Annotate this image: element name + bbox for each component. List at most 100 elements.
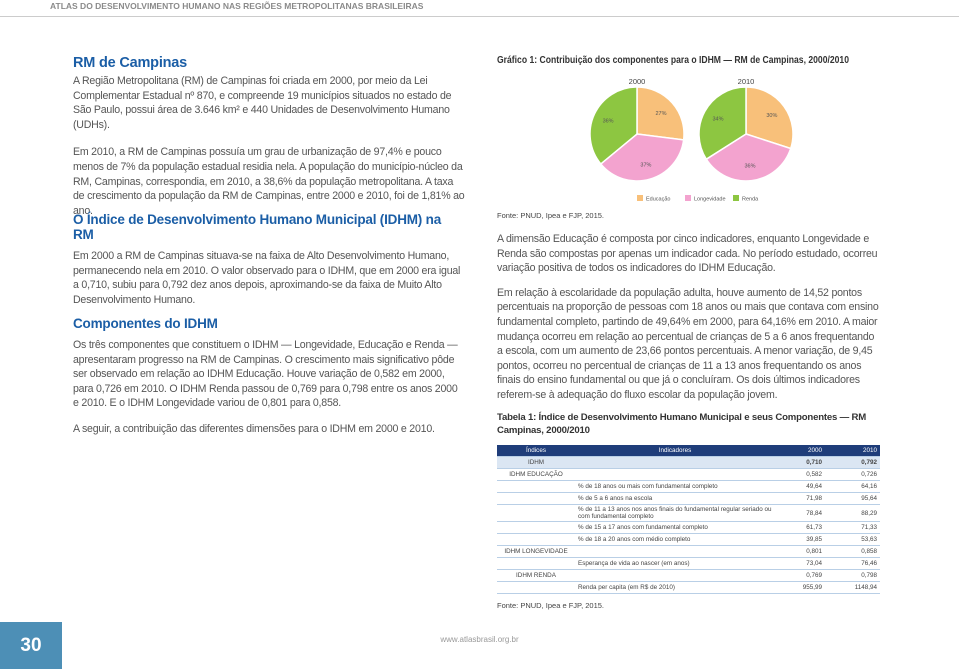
heading: O Índice de Desenvolvimento Humano Munic… <box>73 212 441 242</box>
table-cell: % de 11 a 13 anos nos anos finais do fun… <box>575 504 775 522</box>
table-cell: 49,64 <box>775 480 825 493</box>
right-text: A dimensão Educação é composta por cinco… <box>497 232 882 403</box>
paragraph: Os três componentes que constituem o IDH… <box>73 339 458 410</box>
slice-label: 34% <box>712 117 723 123</box>
footer-url: www.atlasbrasil.org.br <box>440 635 519 644</box>
table-cell <box>497 504 575 522</box>
column-header: Indicadores <box>575 445 775 457</box>
table-cell: 71,33 <box>825 521 880 534</box>
legend-swatch <box>637 195 643 201</box>
table-header: Índices Indicadores 2000 2010 <box>497 445 880 457</box>
table-row: IDHM RENDA 0,769 0,798 <box>497 569 880 582</box>
table-cell: 64,16 <box>825 480 880 493</box>
table-cell <box>497 492 575 505</box>
table-cell: IDHM LONGEVIDADE <box>497 545 575 558</box>
paragraph: A dimensão Educação é composta por cinco… <box>497 233 878 275</box>
table-cell: 76,46 <box>825 557 880 570</box>
chart: Gráfico 1: Contribuição dos componentes … <box>497 55 849 203</box>
table-cell <box>575 569 775 582</box>
table-row: % de 15 a 17 anos com fundamental comple… <box>497 521 880 534</box>
table-row: IDHM EDUCAÇÃO 0,582 0,726 <box>497 468 880 481</box>
paragraph: A Região Metropolitana (RM) de Campinas … <box>73 75 452 131</box>
table: Índices Indicadores 2000 2010 IDHM 0,710 0,79… <box>497 445 880 594</box>
table-cell: 39,85 <box>775 533 825 546</box>
table-cell: % de 18 a 20 anos com médio completo <box>575 533 775 546</box>
pie-label: 2010 <box>738 77 755 86</box>
table-row: % de 18 anos ou mais com fundamental com… <box>497 480 880 493</box>
table-cell: IDHM EDUCAÇÃO <box>497 468 575 481</box>
table-cell <box>497 521 575 534</box>
paragraph: Em 2000 a RM de Campinas situava-se na f… <box>73 250 461 306</box>
slice-label: 36% <box>744 164 755 170</box>
pie-slice <box>698 86 747 161</box>
table-row: Renda per capita (em R$ de 2010) 955,99 11… <box>497 581 880 594</box>
legend-label: Renda <box>742 197 759 203</box>
table-source: Fonte: PNUD, Ipea e FJP, 2015. <box>497 601 605 610</box>
header-rule <box>0 16 959 17</box>
table-cell: 0,710 <box>775 456 825 469</box>
table-cell <box>575 456 775 469</box>
table-cell: % de 18 anos ou mais com fundamental com… <box>575 480 775 493</box>
table-cell <box>575 468 775 481</box>
table-cell: Renda per capita (em R$ de 2010) <box>575 581 775 594</box>
table-cell: 1148,94 <box>825 581 880 594</box>
table-body: IDHM 0,710 0,792 IDHM EDUCAÇÃO 0,582 0,726 % d… <box>497 456 880 594</box>
table-cell: % de 5 a 6 anos na escola <box>575 492 775 505</box>
table-cell: IDHM <box>497 456 575 469</box>
paragraph: A seguir, a contribuição das diferentes … <box>73 422 435 435</box>
table-row: % de 5 a 6 anos na escola 71,98 95,64 <box>497 492 880 505</box>
legend-swatch <box>733 195 739 201</box>
page-number: 30 <box>0 622 62 669</box>
pie-label: 2000 <box>629 77 646 86</box>
slice-label: 30% <box>766 113 777 119</box>
heading: RM de Campinas <box>73 55 188 71</box>
table-cell: 71,98 <box>775 492 825 505</box>
table-cell: 78,84 <box>775 504 825 522</box>
section-1: RM de Campinas A Região Metropolitana (R… <box>73 55 465 218</box>
slice-label: 27% <box>655 111 666 117</box>
table-cell: % de 15 a 17 anos com fundamental comple… <box>575 521 775 534</box>
table-title: Tabela 1: Índice de Desenvolvimento Huma… <box>497 412 866 436</box>
table-cell <box>497 480 575 493</box>
legend-swatch <box>685 195 691 201</box>
table-cell: 61,73 <box>775 521 825 534</box>
section-3: Componentes do IDHM Os três componentes … <box>73 316 465 437</box>
legend-label: Longevidade <box>694 197 726 203</box>
table-cell: 0,858 <box>825 545 880 558</box>
chart-title: Gráfico 1: Contribuição dos componentes … <box>497 55 849 66</box>
heading: Componentes do IDHM <box>73 316 218 331</box>
legend-label: Educação <box>646 197 670 203</box>
table-cell <box>575 545 775 558</box>
table-cell: 0,769 <box>775 569 825 582</box>
table-cell <box>497 557 575 570</box>
pie-slice <box>745 86 794 150</box>
table-cell: 0,792 <box>825 456 880 469</box>
table-cell: 73,04 <box>775 557 825 570</box>
table-cell: IDHM RENDA <box>497 569 575 582</box>
header-title: ATLAS DO DESENVOLVIMENTO HUMANO NAS REGI… <box>50 1 424 11</box>
chart-source: Fonte: PNUD, Ipea e FJP, 2015. <box>497 211 605 220</box>
pie-slice <box>705 133 792 182</box>
column-header: 2010 <box>825 445 880 457</box>
table-cell: 53,63 <box>825 533 880 546</box>
table-row: IDHM 0,710 0,792 <box>497 456 880 469</box>
table-row: IDHM LONGEVIDADE 0,801 0,858 <box>497 545 880 558</box>
table-row: % de 11 a 13 anos nos anos finais do fun… <box>497 504 880 522</box>
table-cell: Esperança de vida ao nascer (em anos) <box>575 557 775 570</box>
paragraph: Em relação à escolaridade da população a… <box>497 286 879 401</box>
table-row: Esperança de vida ao nascer (em anos) 73,… <box>497 557 880 570</box>
table-cell: 0,726 <box>825 468 880 481</box>
slice-label: 37% <box>640 163 651 169</box>
table-cell <box>497 581 575 594</box>
section-2: O Índice de Desenvolvimento Humano Munic… <box>73 212 465 307</box>
table-cell: 0,798 <box>825 569 880 582</box>
table-cell: 95,64 <box>825 492 880 505</box>
table-cell: 0,801 <box>775 545 825 558</box>
column-header: Índices <box>497 445 575 457</box>
pie-slice <box>636 86 685 141</box>
table-cell: 0,582 <box>775 468 825 481</box>
column-header: 2000 <box>775 445 825 457</box>
paragraph: Em 2010, a RM de Campinas possuía um gra… <box>73 146 465 217</box>
table-cell: 955,99 <box>775 581 825 594</box>
